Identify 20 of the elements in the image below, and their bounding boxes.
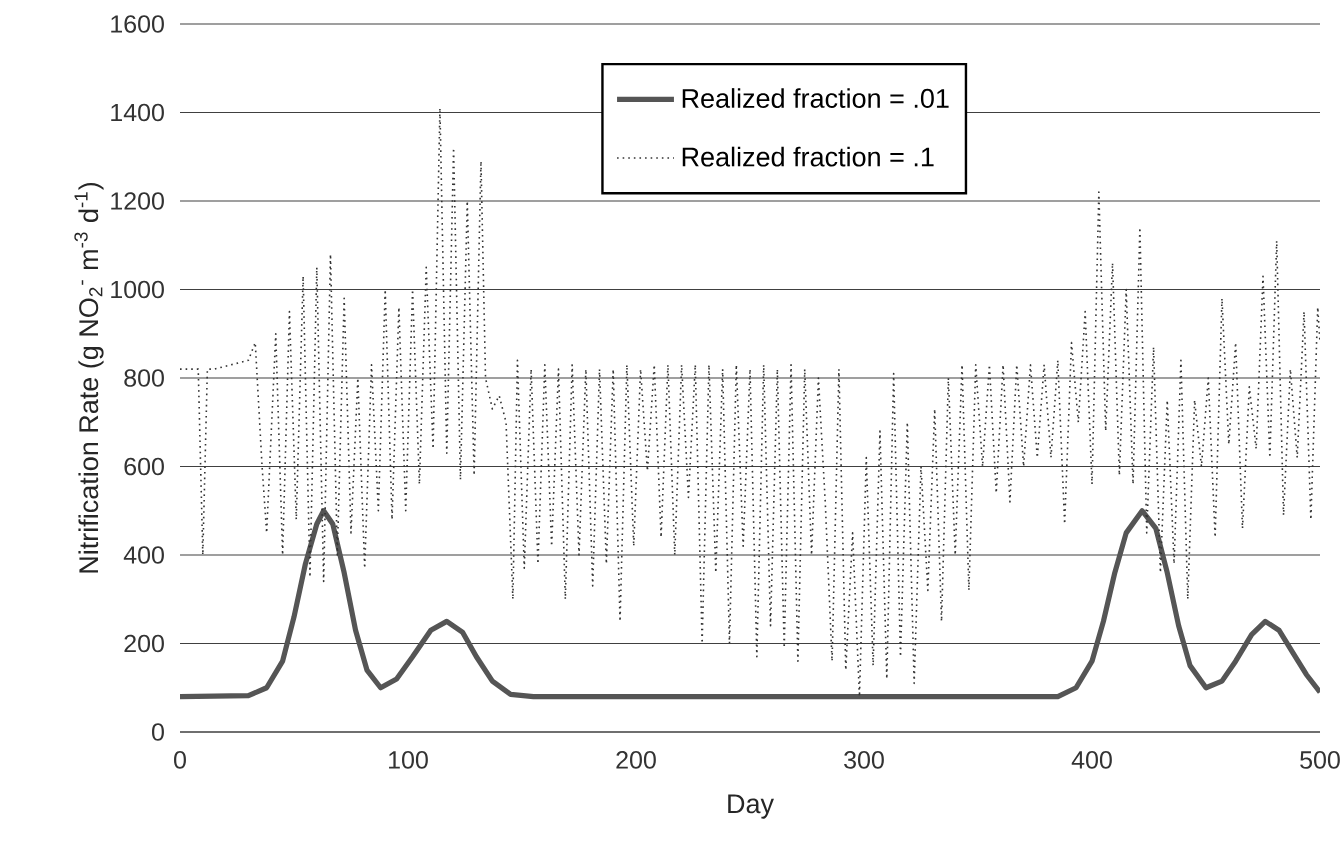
y-tick-label: 1400 [111, 103, 164, 122]
y-tick-label: 200 [124, 634, 164, 653]
legend-label: Realized fraction = .1 [682, 146, 934, 167]
legend-label: Realized fraction = .01 [682, 88, 949, 108]
x-tick-label: 400 [1071, 751, 1112, 769]
x-tick-label: 200 [616, 751, 656, 769]
y-tick-label: 600 [124, 457, 164, 476]
x-axis-title: Day [728, 794, 774, 819]
y-axis-title: Nitrification Rate (g NO$_{2}$$^{-}$ m$^{-3}$ d$^{-1}$) [74, 182, 104, 573]
y-tick-label: 1600 [111, 15, 164, 33]
y-tick-label: 400 [123, 546, 164, 564]
y-tick-label: 1200 [111, 192, 164, 210]
x-tick-label: 500 [1300, 751, 1340, 769]
x-tick-label: 0 [174, 751, 186, 769]
x-tick-label: 300 [844, 751, 884, 769]
x-tick-label: 100 [389, 751, 428, 769]
line-series [180, 107, 1320, 698]
y-tick-label: 0 [152, 723, 164, 741]
y-tick-label: 1000 [111, 280, 164, 299]
y-tick-label: 800 [124, 369, 164, 387]
